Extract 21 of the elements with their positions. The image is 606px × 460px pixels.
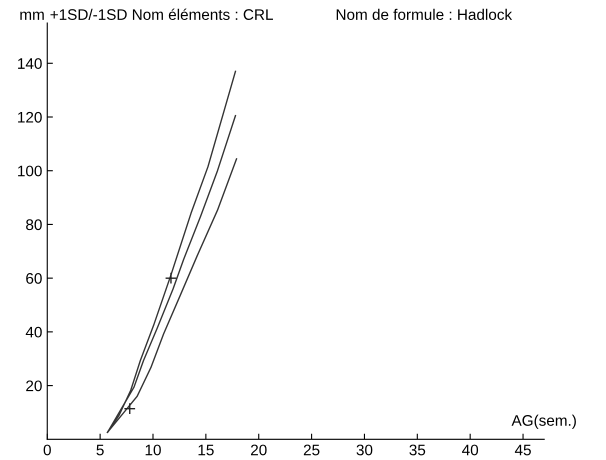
y-tick-label: 120: [18, 112, 42, 123]
x-tick-label: 15: [198, 444, 214, 456]
x-tick-label: 20: [250, 444, 267, 456]
x-tick-label: 35: [409, 444, 426, 456]
x-tick-label: 25: [304, 444, 320, 456]
y-tick-label: 60: [26, 273, 42, 284]
y-tick-label: 40: [26, 326, 42, 338]
x-tick-label: 40: [462, 444, 478, 456]
y-tick-label: 140: [18, 58, 42, 69]
x-tick-label: 45: [514, 444, 531, 456]
x-tick-label: 5: [96, 444, 104, 456]
x-tick-label: 10: [146, 444, 161, 456]
y-axis-title: mm: [20, 12, 44, 20]
x-axis-title: AG(sem.): [512, 414, 576, 429]
x-tick-label: 0: [44, 444, 51, 456]
y-tick-label: 80: [26, 219, 42, 230]
chart-subtitle: Nom de formule : Hadlock: [336, 8, 512, 20]
y-tick-label: 100: [18, 166, 42, 176]
y-tick-label: 20: [26, 380, 42, 392]
x-tick-label: 30: [356, 444, 372, 456]
chart-title: +1SD/-1SD Nom éléments : CRL: [50, 8, 273, 20]
